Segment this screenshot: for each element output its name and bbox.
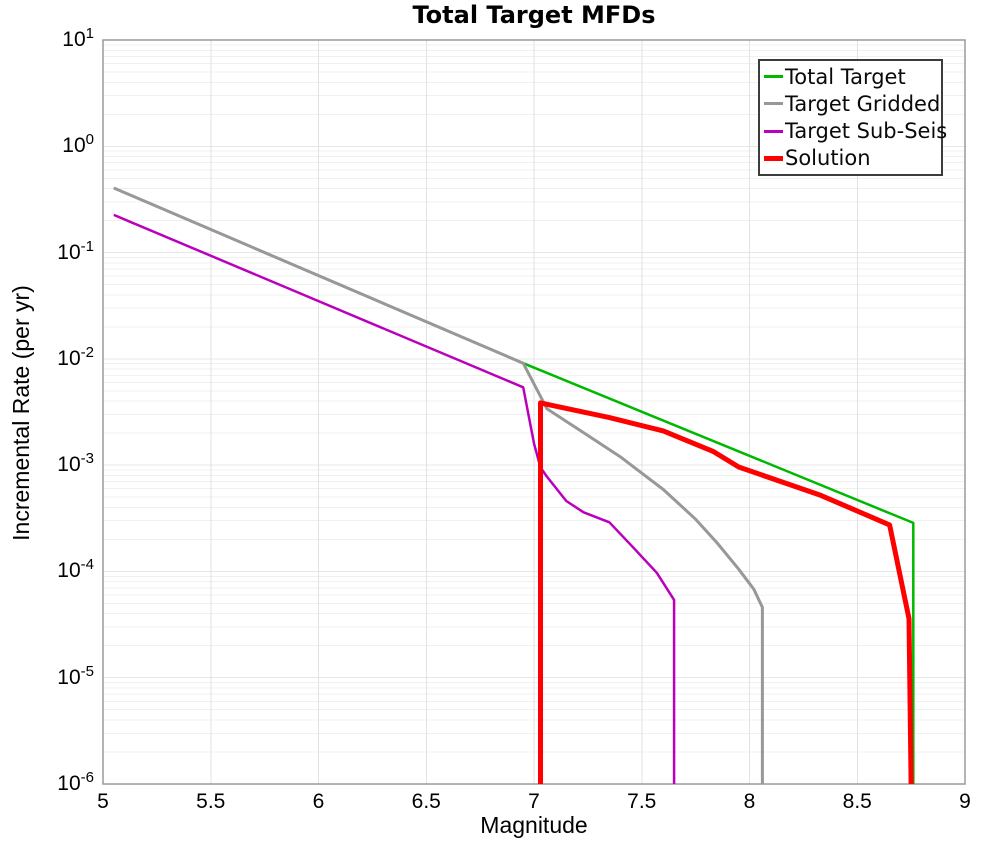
x-tick-label: 6 (312, 790, 325, 813)
legend-item: Target Sub-Seis (764, 118, 947, 145)
legend-line-swatch (764, 75, 783, 79)
y-tick-base: 10 (57, 665, 81, 689)
y-tick-label: 10-1 (22, 238, 94, 268)
y-tick-label: 10-5 (22, 663, 94, 693)
y-tick-exponent: -6 (80, 769, 94, 786)
y-tick-label: 100 (22, 131, 94, 161)
y-axis-label: Incremental Rate (per yr) (8, 285, 34, 541)
y-tick-base: 10 (57, 559, 81, 583)
y-tick-label: 101 (22, 25, 94, 55)
legend-item: Target Gridded (764, 90, 941, 117)
x-tick-label: 8 (743, 790, 756, 813)
legend: Total Target Target Gridded Target Sub-Sei… (758, 59, 947, 176)
y-tick-base: 10 (57, 346, 81, 370)
x-tick-label: 6.5 (411, 790, 441, 813)
legend-line-swatch (764, 129, 783, 133)
legend-item-label: Solution (785, 146, 871, 171)
y-tick-exponent: -1 (80, 237, 94, 255)
y-tick-label: 10-3 (22, 450, 94, 480)
legend-item-label: Target Sub-Seis (785, 119, 948, 144)
x-tick-label: 7 (528, 790, 540, 813)
legend-item-label: Target Gridded (785, 91, 941, 116)
y-tick-label: 10-2 (22, 344, 94, 374)
y-tick-base: 10 (62, 28, 86, 51)
legend-item-label: Total Target (785, 64, 906, 89)
y-tick-label: 10-6 (22, 769, 94, 799)
y-tick-base: 10 (57, 772, 81, 795)
x-tick-label: 7.5 (627, 790, 657, 813)
y-tick-base: 10 (57, 240, 81, 264)
x-axis-label: Magnitude (480, 812, 588, 838)
y-tick-base: 10 (57, 453, 81, 477)
y-tick-exponent: -3 (80, 450, 94, 468)
x-tick-label: 8.5 (842, 790, 872, 813)
legend-line-swatch (764, 102, 783, 106)
y-tick-exponent: -5 (80, 662, 94, 680)
legend-item: Solution (764, 145, 939, 172)
y-tick-label: 10-4 (22, 556, 94, 586)
x-tick-label: 9 (959, 790, 971, 813)
x-tick-label: 5.5 (196, 790, 226, 813)
plot-frame (102, 39, 966, 785)
y-tick-exponent: -4 (80, 556, 94, 574)
y-tick-exponent: 1 (85, 25, 94, 42)
legend-line-swatch (764, 155, 783, 161)
y-tick-exponent: 0 (85, 131, 94, 149)
series-solution (538, 400, 914, 785)
series-target-sub-seis (113, 213, 676, 784)
chart-title: Total Target MFDs (412, 1, 656, 29)
y-tick-base: 10 (62, 134, 86, 158)
x-tick-label: 5 (97, 790, 109, 813)
y-tick-exponent: -2 (80, 343, 94, 361)
legend-item: Total Target (764, 63, 939, 90)
